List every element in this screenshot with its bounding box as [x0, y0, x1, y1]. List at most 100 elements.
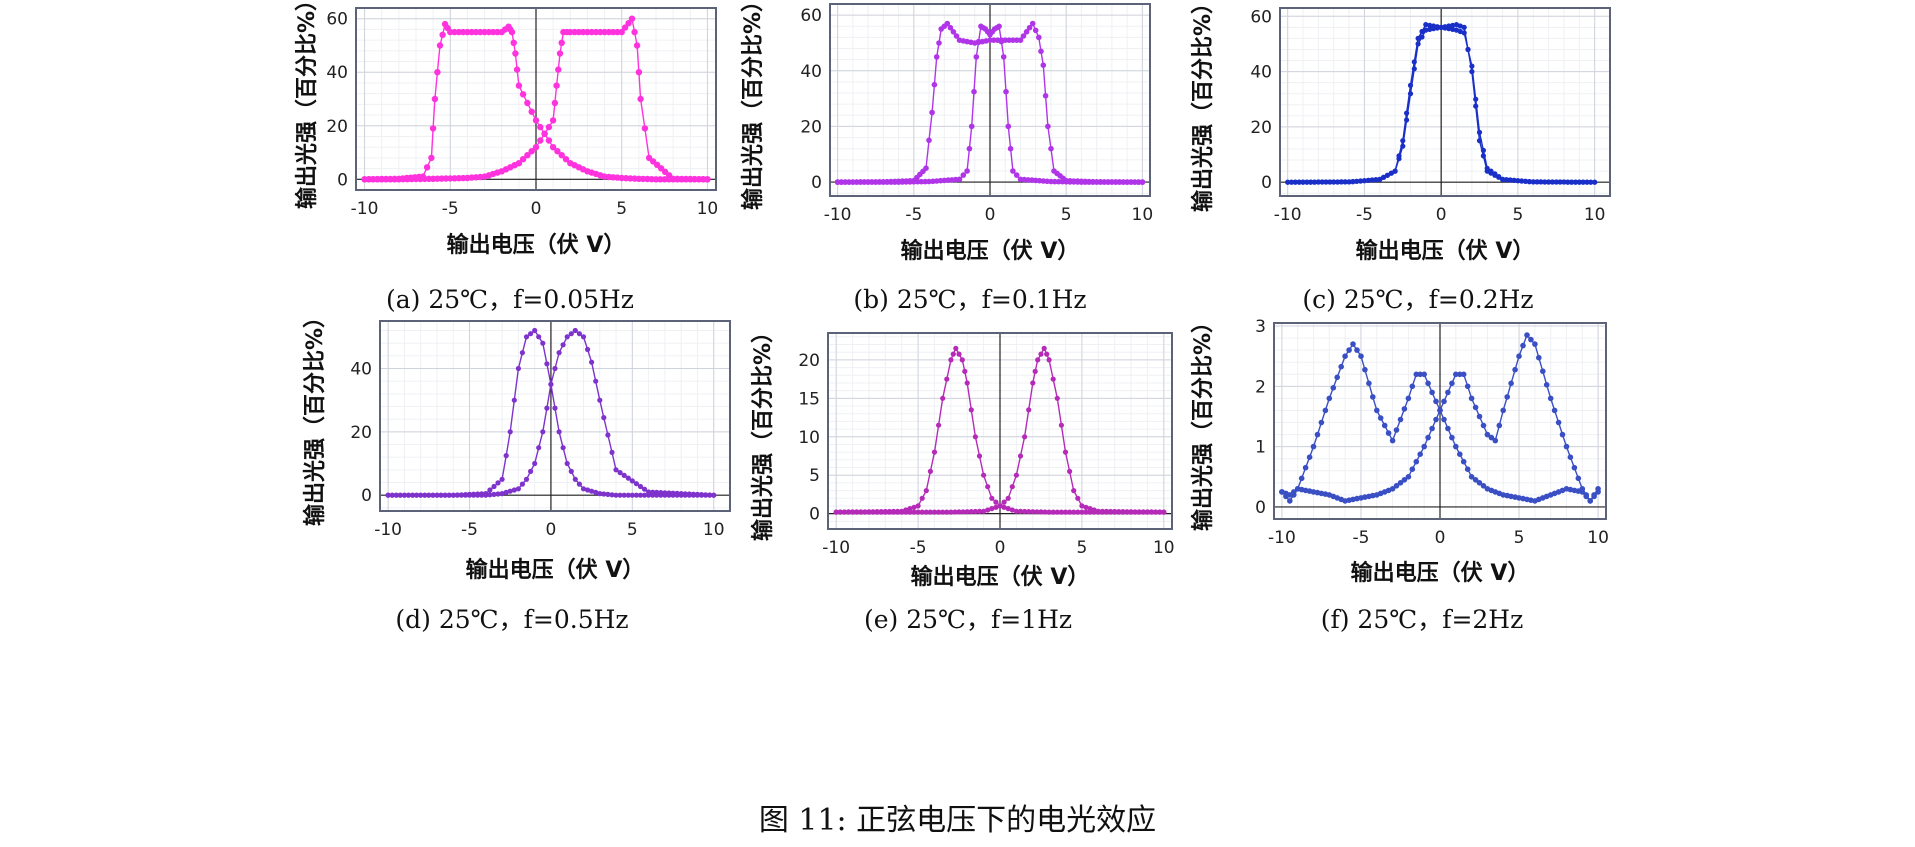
chart-panel-b: -10 -5 0 5 10 0 20 40 60 输出电压（伏 V） 输出光强（百分比%） — [730, 0, 1170, 270]
series-rising — [361, 15, 711, 183]
data-point — [971, 88, 977, 95]
data-point — [475, 492, 481, 498]
data-point — [1528, 336, 1534, 343]
data-point — [554, 148, 561, 155]
data-point — [510, 39, 517, 46]
data-point — [882, 509, 888, 515]
data-point — [950, 351, 956, 357]
x-tick-label: 10 — [1132, 205, 1154, 225]
data-point — [585, 346, 591, 353]
plot-frame — [1273, 322, 1607, 520]
y-tick-label: 40 — [326, 63, 348, 83]
data-point — [1546, 179, 1552, 185]
data-point — [1453, 443, 1459, 450]
data-point — [1058, 509, 1064, 515]
data-point — [1429, 425, 1435, 432]
data-point — [858, 509, 864, 515]
data-point — [862, 509, 868, 515]
data-point — [540, 429, 546, 435]
data-point — [1036, 34, 1042, 41]
data-point — [884, 179, 890, 185]
data-point — [895, 509, 901, 515]
data-point — [556, 429, 562, 435]
data-point — [564, 334, 570, 340]
data-point — [960, 509, 966, 515]
data-point — [1291, 489, 1297, 495]
data-point — [541, 130, 548, 137]
data-point — [1124, 509, 1130, 515]
data-point — [1044, 351, 1050, 357]
data-point — [1067, 509, 1073, 515]
plot-frame — [1279, 7, 1611, 197]
data-point — [1370, 394, 1376, 400]
data-point — [1046, 509, 1052, 515]
data-point — [1342, 353, 1348, 359]
data-point — [512, 50, 519, 57]
data-point — [1017, 37, 1024, 43]
data-point — [519, 350, 525, 356]
data-point — [1392, 168, 1398, 174]
data-point — [899, 509, 905, 515]
data-point — [1067, 468, 1073, 474]
data-point — [1034, 509, 1040, 515]
data-point — [1009, 507, 1015, 513]
data-point — [544, 405, 550, 411]
data-point — [428, 154, 435, 162]
data-point — [1405, 474, 1412, 480]
data-point — [1441, 398, 1447, 405]
data-point — [1441, 416, 1447, 423]
data-point — [1054, 395, 1060, 401]
data-point — [1086, 179, 1092, 185]
data-point — [1334, 374, 1340, 381]
data-point — [625, 475, 631, 481]
data-point — [1302, 464, 1309, 471]
data-point — [1575, 475, 1582, 482]
y-tick-label: 20 — [326, 117, 348, 137]
data-point — [686, 491, 692, 497]
y-tick-label: 60 — [1250, 7, 1272, 27]
data-point — [605, 432, 611, 438]
data-point — [985, 507, 991, 513]
data-point — [1338, 179, 1344, 185]
data-point — [423, 164, 431, 171]
data-point — [1285, 179, 1291, 185]
data-point — [1161, 509, 1167, 515]
data-point — [1445, 389, 1451, 396]
data-point — [503, 489, 509, 495]
data-point — [1504, 394, 1510, 400]
data-point — [1516, 353, 1522, 359]
data-point — [1005, 123, 1012, 130]
data-point — [536, 334, 542, 340]
data-point — [524, 99, 531, 107]
data-point — [1023, 29, 1030, 35]
data-point — [1393, 427, 1400, 433]
data-point — [511, 487, 517, 493]
data-point — [1540, 368, 1546, 374]
data-point — [389, 492, 395, 498]
data-point — [1079, 503, 1085, 509]
data-point — [956, 351, 962, 357]
data-point — [1062, 449, 1069, 455]
data-point — [931, 449, 938, 455]
data-point — [1026, 24, 1033, 31]
data-point — [1022, 434, 1028, 440]
data-point — [1583, 492, 1589, 498]
data-point — [1315, 179, 1321, 185]
x-tick-label: 5 — [1512, 205, 1523, 225]
y-tick-label: 40 — [800, 62, 822, 82]
data-point — [454, 492, 460, 498]
data-point — [1322, 407, 1329, 414]
data-point — [1038, 509, 1044, 515]
data-point — [1026, 509, 1032, 515]
data-point — [1026, 407, 1032, 413]
data-point — [1588, 179, 1594, 185]
data-point — [964, 509, 970, 515]
data-point — [1571, 464, 1578, 471]
data-point — [1434, 25, 1440, 31]
data-point — [948, 509, 954, 515]
chart-panel-e: -10 -5 0 5 10 0 5 10 15 20 输出电压（伏 V） 输出光强（百分比%） — [740, 315, 1180, 595]
data-point — [1512, 366, 1518, 373]
data-point — [1311, 179, 1318, 185]
data-point — [621, 24, 629, 31]
data-point — [439, 31, 446, 38]
